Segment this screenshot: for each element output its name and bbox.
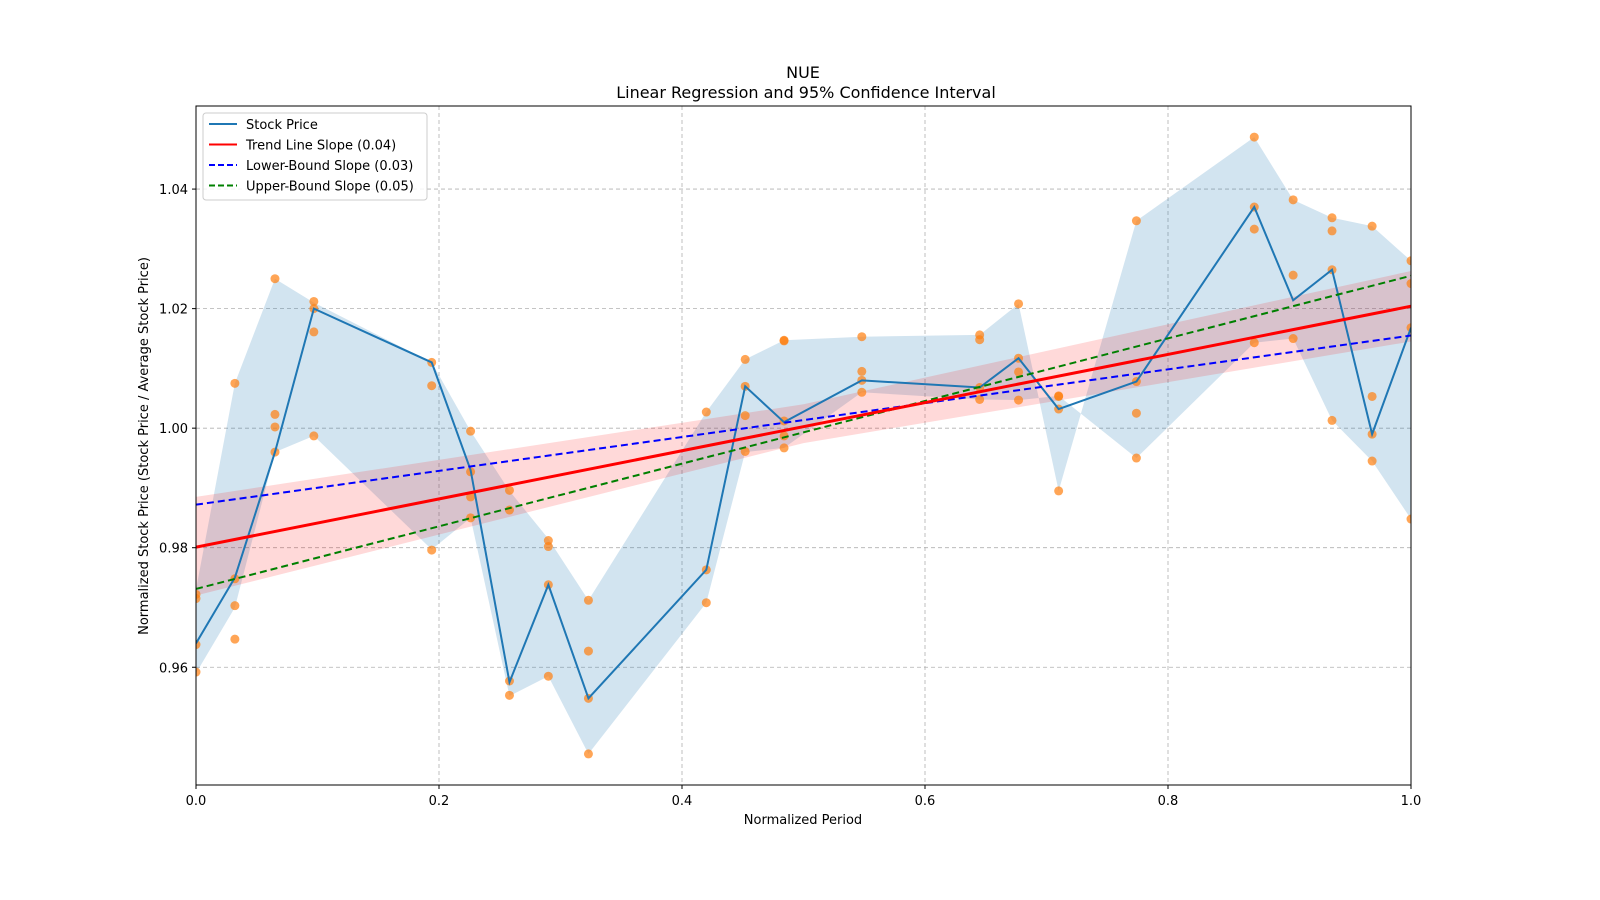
legend-label: Stock Price [246,118,318,133]
scatter-point [309,296,319,306]
scatter-point [1406,256,1411,266]
scatter-point [427,381,437,391]
scatter-point [196,667,201,677]
scatter-point [1288,195,1298,205]
legend-box [202,112,428,201]
x-tick-label: 0.8 [1158,794,1179,809]
scatter-point [975,335,985,345]
y-tick-label: 1.02 [159,303,188,318]
scatter-point [1406,279,1411,289]
scatter-point [740,411,750,421]
scatter-point [779,431,789,441]
scatter-point [701,598,711,608]
scatter-point [1249,224,1259,234]
scatter-point [504,690,514,700]
x-axis-label: Normalized Period [744,813,862,828]
scatter-point [1249,338,1259,348]
legend: Stock Price Trend Line Slope (0.04) Lower-… [202,112,428,201]
scatter-point [583,646,593,656]
scatter-point [504,485,514,495]
scatter-point [1367,456,1377,466]
scatter-point [1131,216,1141,226]
chart-subtitle: Linear Regression and 95% Confidence Int… [616,83,996,102]
scatter-point [740,446,750,456]
y-axis-label: Normalized Stock Price (Stock Price / Av… [137,257,152,635]
scatter-point [230,634,240,644]
scatter-point [466,492,476,502]
scatter-point [309,327,319,337]
scatter-point [427,545,437,555]
x-axis: 0.0 0.2 0.4 0.6 0.8 1.0 [186,785,1422,809]
scatter-point [543,542,553,552]
scatter-point [857,387,867,397]
scatter-point [1406,514,1411,524]
scatter-point [230,378,240,388]
scatter-point [1367,221,1377,231]
chart-title: NUE [786,63,820,82]
scatter-point [504,505,514,515]
scatter-point [1131,408,1141,418]
scatter-point [740,354,750,364]
scatter-point [466,513,476,523]
scatter-point [466,426,476,436]
scatter-point [1327,213,1337,223]
scatter-point [1014,299,1024,309]
legend-item: Lower-Bound Slope (0.03) [209,159,413,174]
legend-label: Lower-Bound Slope (0.03) [246,159,413,174]
scatter-point [975,394,985,404]
scatter-point [857,366,867,376]
upper-bound-line [196,274,1411,590]
y-tick-label: 0.98 [159,542,188,557]
legend-item: Upper-Bound Slope (0.05) [209,180,414,195]
y-axis: 0.96 0.98 1.00 1.02 1.04 [159,183,196,676]
legend-item: Trend Line Slope (0.04) [209,139,396,154]
x-tick-label: 0.6 [915,794,936,809]
y-tick-label: 1.00 [159,422,188,437]
scatter-point [857,332,867,342]
scatter-point [1014,395,1024,405]
lower-bound-line [196,334,1411,506]
scatter-point [1014,367,1024,377]
x-tick-label: 0.0 [186,794,207,809]
y-tick-label: 0.96 [159,661,188,676]
legend-label: Trend Line Slope (0.04) [245,139,396,154]
trend-line [196,304,1411,549]
y-tick-label: 1.04 [159,183,188,198]
scatter-point [1327,415,1337,425]
scatter-point [1327,226,1337,236]
legend-label: Upper-Bound Slope (0.05) [246,180,414,195]
scatter-point [1131,453,1141,463]
scatter-point [1288,334,1298,344]
scatter-point [270,422,280,432]
legend-item: Stock Price [209,118,318,133]
scatter-point [1054,486,1064,496]
scatter-point [583,749,593,759]
scatter-point [779,443,789,453]
x-tick-label: 0.4 [672,794,693,809]
scatter-point [583,595,593,605]
scatter-point [1367,391,1377,401]
scatter-point [309,431,319,441]
scatter-point [270,274,280,284]
scatter-point [1054,391,1064,401]
scatter-point [270,409,280,419]
scatter-point [1249,132,1259,142]
scatter-point [779,336,789,346]
plot-frame [195,105,1412,786]
x-tick-label: 1.0 [1401,794,1422,809]
scatter-point [196,594,201,604]
scatter-point [543,671,553,681]
scatter-points [196,132,1411,759]
scatter-point [230,601,240,611]
scatter-point [701,407,711,417]
scatter-point [1288,270,1298,280]
x-tick-label: 0.2 [429,794,450,809]
stock-price-line [196,204,1411,701]
stock-price-range-band [196,137,1411,754]
